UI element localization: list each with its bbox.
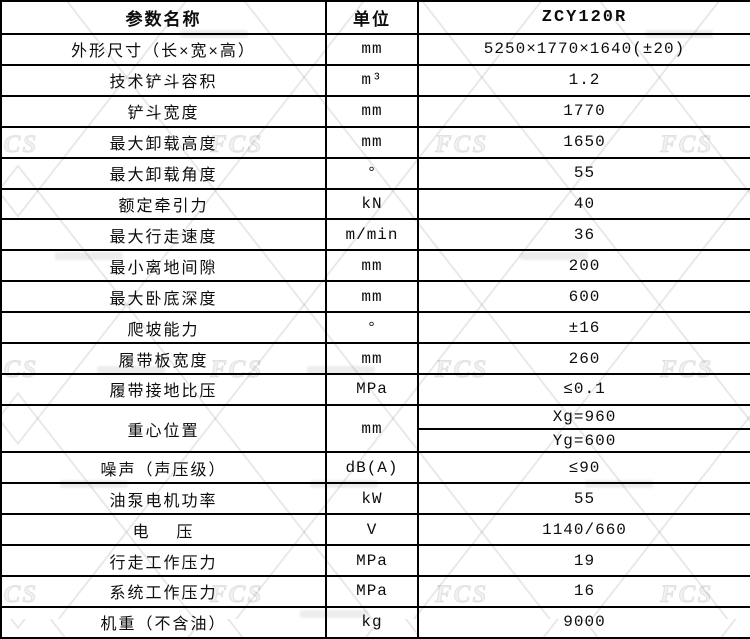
value-cell: Yg=600 (417, 427, 750, 454)
param-name-cell: 机重（不含油） (0, 605, 327, 639)
value-cell: 200 (417, 249, 750, 283)
table-row: 电 压 V 1140/660 (0, 513, 750, 547)
table-row: 履带接地比压 MPa ≤0.1 (0, 372, 750, 406)
table-row: Yg=600 (1, 427, 750, 454)
unit-cell: m/min (325, 218, 419, 252)
unit-cell: mm (325, 33, 419, 66)
table-row: 技术铲斗容积 m³ 1.2 (0, 63, 750, 97)
value-cell: 1140/660 (417, 513, 750, 547)
param-name-cell: 最小离地间隙 (0, 249, 327, 283)
header-param-name: 参数名称 (0, 0, 327, 35)
header-row: 参数名称 单位 ZCY120R (0, 0, 750, 35)
unit-cell: ° (325, 311, 419, 345)
param-name-cell: 技术铲斗容积 (0, 63, 327, 97)
table-row: 噪声（声压级） dB(A) ≤90 (0, 451, 750, 485)
table-row: 重心位置 mm Xg=960 (0, 403, 750, 454)
unit-cell: mm (325, 403, 419, 454)
param-name-cell: 额定牵引力 (0, 187, 327, 221)
value-cell: 19 (417, 544, 750, 578)
unit-cell: mm (325, 249, 419, 283)
value-cell: 36 (417, 218, 750, 252)
unit-cell: MPa (325, 544, 419, 578)
value-cell: 55 (417, 156, 750, 190)
table-row: 最大卸载高度 mm 1650 (0, 125, 750, 159)
value-cell: ±16 (417, 311, 750, 345)
unit-cell: MPa (325, 575, 419, 608)
value-cell: 5250×1770×1640(±20) (417, 33, 750, 66)
value-cell: ≤90 (417, 451, 750, 485)
unit-cell: V (325, 513, 419, 547)
value-cell: Xg=960 (417, 403, 750, 430)
header-unit: 单位 (325, 0, 419, 35)
table-row: 系统工作压力 MPa 16 (0, 575, 750, 608)
value-cell: 1650 (417, 125, 750, 159)
unit-cell: mm (325, 94, 419, 128)
value-cell: 40 (417, 187, 750, 221)
value-cell: 9000 (417, 605, 750, 639)
param-name-cell: 最大卸载角度 (0, 156, 327, 190)
table-row: 最小离地间隙 mm 200 (0, 249, 750, 283)
param-name-cell: 电 压 (0, 513, 327, 547)
unit-cell: kN (325, 187, 419, 221)
unit-cell: dB(A) (325, 451, 419, 485)
value-cell: ≤0.1 (417, 372, 750, 406)
unit-cell: ° (325, 156, 419, 190)
table-row: 机重（不含油） kg 9000 (0, 605, 750, 639)
value-cell: 1770 (417, 94, 750, 128)
value-cell: 55 (417, 482, 750, 516)
param-name-cell: 铲斗宽度 (0, 94, 327, 128)
table-row: 最大行走速度 m/min 36 (0, 218, 750, 252)
header-model: ZCY120R (417, 0, 750, 35)
unit-cell: kW (325, 482, 419, 516)
value-cell: 260 (417, 342, 750, 375)
table-row: 外形尺寸（长×宽×高） mm 5250×1770×1640(±20) (0, 33, 750, 66)
param-name-cell: 噪声（声压级） (0, 451, 327, 485)
param-name-cell: 履带板宽度 (0, 342, 327, 375)
unit-cell: MPa (325, 372, 419, 406)
table-row: 最大卧底深度 mm 600 (0, 280, 750, 314)
unit-cell: mm (325, 125, 419, 159)
param-name-cell: 履带接地比压 (0, 372, 327, 406)
unit-cell: m³ (325, 63, 419, 97)
param-name-cell: 行走工作压力 (0, 544, 327, 578)
param-name-cell: 重心位置 (0, 403, 327, 454)
table-row: 履带板宽度 mm 260 (0, 342, 750, 375)
param-name-cell: 油泵电机功率 (0, 482, 327, 516)
table-row: 铲斗宽度 mm 1770 (0, 94, 750, 128)
value-cell: 600 (417, 280, 750, 314)
value-cell: 16 (417, 575, 750, 608)
table-row: 最大卸载角度 ° 55 (0, 156, 750, 190)
table-row: 爬坡能力 ° ±16 (0, 311, 750, 345)
unit-cell: mm (325, 280, 419, 314)
table-row: 额定牵引力 kN 40 (0, 187, 750, 221)
param-name-cell: 爬坡能力 (0, 311, 327, 345)
unit-cell: mm (325, 342, 419, 375)
param-name-cell: 最大行走速度 (0, 218, 327, 252)
param-name-cell: 最大卧底深度 (0, 280, 327, 314)
table-row: 油泵电机功率 kW 55 (0, 482, 750, 516)
unit-cell: kg (325, 605, 419, 639)
table-row: 行走工作压力 MPa 19 (0, 544, 750, 578)
param-name-cell: 外形尺寸（长×宽×高） (0, 33, 327, 66)
value-cell: 1.2 (417, 63, 750, 97)
param-name-cell: 系统工作压力 (0, 575, 327, 608)
param-name-cell: 最大卸载高度 (0, 125, 327, 159)
